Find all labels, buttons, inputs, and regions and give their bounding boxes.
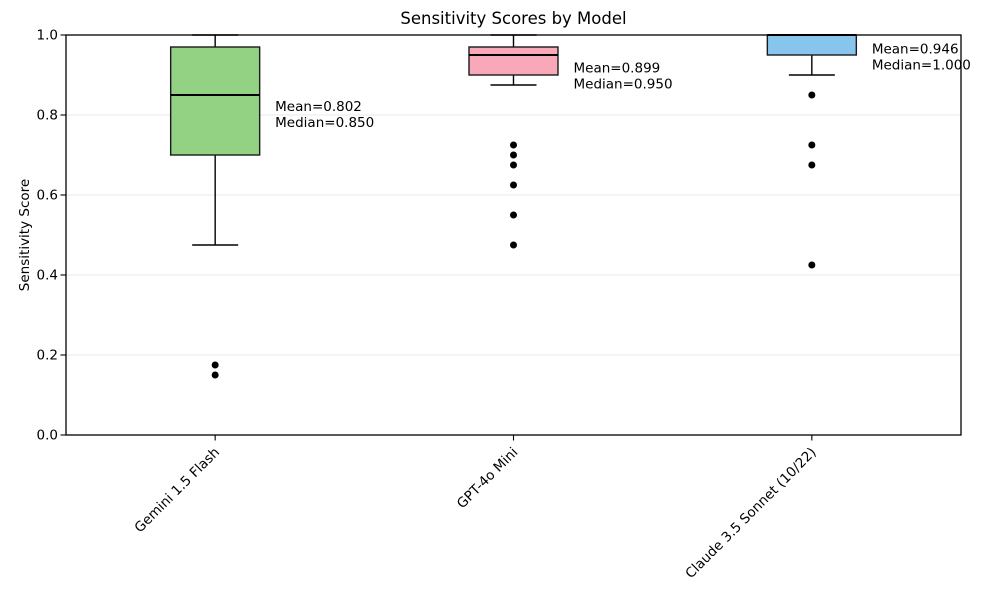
- box-group: [468, 34, 559, 249]
- outlier-point: [808, 91, 816, 99]
- axis-layer: 0.0 0.2 0.4 0.6 0.8 1.0 Gemini 1.5 Flash GPT-4o…: [37, 28, 820, 582]
- stat-annotation-median: Median=1.000: [872, 58, 971, 74]
- outlier-point: [808, 141, 816, 149]
- outlier-point: [808, 261, 816, 269]
- outlier-point: [211, 371, 219, 379]
- stat-annotation-median: Median=0.850: [275, 115, 374, 131]
- stat-annotation-mean: Mean=0.946: [872, 42, 959, 58]
- outlier-point: [510, 211, 517, 219]
- stat-annotation-mean: Mean=0.899: [574, 60, 661, 76]
- outlier-point: [510, 141, 517, 149]
- outlier-point: [510, 161, 517, 169]
- box-group: [766, 34, 858, 269]
- box-series-layer: [169, 34, 858, 379]
- y-tick-label: 0.6: [37, 188, 58, 204]
- outlier-point: [211, 361, 219, 369]
- x-tick-label: Claude 3.5 Sonnet (10/22): [682, 445, 819, 582]
- iqr-box: [766, 34, 858, 56]
- outlier-point: [510, 181, 517, 189]
- iqr-box: [169, 46, 261, 156]
- y-tick-label: 0.4: [37, 268, 58, 284]
- box-group: [169, 34, 261, 379]
- outlier-point: [510, 151, 517, 159]
- outlier-point: [510, 241, 517, 249]
- iqr-box: [468, 46, 559, 76]
- y-tick-label: 0.8: [37, 108, 58, 124]
- chart-title: Sensitivity Scores by Model: [400, 9, 626, 28]
- y-tick-label: 0.2: [37, 348, 58, 364]
- x-tick-label: GPT-4o Mini: [454, 445, 521, 512]
- y-tick-label: 1.0: [37, 28, 58, 44]
- stat-annotation-median: Median=0.950: [574, 76, 673, 92]
- y-tick-label: 0.0: [37, 428, 58, 444]
- stat-annotation-mean: Mean=0.802: [275, 99, 362, 115]
- outlier-point: [808, 161, 816, 169]
- x-tick-label: Gemini 1.5 Flash: [131, 445, 223, 537]
- y-axis-title: Sensitivity Score: [17, 179, 33, 291]
